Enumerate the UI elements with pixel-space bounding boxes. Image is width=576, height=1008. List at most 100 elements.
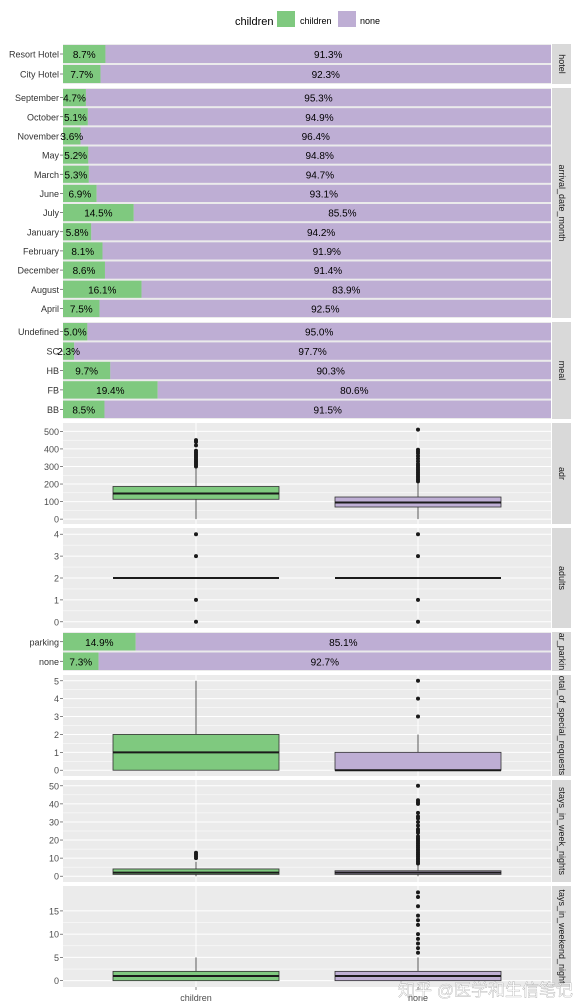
y-tick-label: 15: [49, 906, 59, 916]
legend-label-none: none: [360, 16, 380, 26]
outlier-point: [416, 532, 420, 537]
bar-none: [104, 400, 551, 418]
panel-background: [63, 88, 551, 318]
facet-strip-label: otal_of_special_requests: [557, 676, 567, 776]
legend-title: children: [235, 16, 274, 28]
bar-none: [87, 108, 551, 126]
bar-children: [63, 223, 92, 241]
bar-label-none: 93.1%: [310, 189, 338, 200]
y-tick-label: 0: [54, 617, 59, 627]
bar-children: [63, 184, 97, 202]
facet-strip-label: arrival_date_month: [557, 164, 567, 241]
outlier-point: [416, 823, 420, 828]
panel-ar-parkin: ar_parkin 14.9% 85.1% parking 7.3% 92.7% none: [29, 632, 571, 671]
bar-label-children: 9.7%: [75, 367, 98, 378]
bar-none: [98, 652, 552, 670]
bar-label-none: 94.8%: [306, 151, 334, 162]
y-tick-label: 200: [44, 480, 59, 490]
y-tick-label: 4: [54, 694, 59, 704]
bar-label-children: 4.7%: [63, 94, 86, 105]
bar-children: [63, 323, 88, 341]
outlier-point: [416, 819, 420, 824]
y-tick-label: December: [17, 266, 59, 276]
facet-panels: hotel 8.7% 91.3% Resort Hotel 7.7% 92.3% City …: [9, 44, 571, 987]
facet-strip: [552, 423, 571, 524]
bar-label-none: 92.3%: [312, 70, 340, 81]
outlier-point: [194, 448, 198, 453]
bar-label-none: 90.3%: [316, 367, 344, 378]
bar-label-children: 7.5%: [70, 304, 93, 315]
panel-adr: adr 0 100 200 300 400 500: [44, 423, 571, 525]
panel-meal: meal 5.0% 95.0% Undefined 2.3% 97.7% SC 9.7% 90.…: [18, 322, 571, 419]
y-tick-label: 10: [49, 854, 59, 864]
bar-children: [63, 108, 88, 126]
watermark: 知乎 @医学和生信笔记: [398, 981, 573, 1000]
bar-label-children: 5.2%: [64, 151, 87, 162]
x-tick-label-none: none: [408, 993, 428, 1003]
outlier-point: [194, 850, 198, 855]
y-tick-label: 5: [54, 953, 59, 963]
bar-label-none: 96.4%: [302, 132, 330, 143]
legend-key-none: [338, 11, 356, 27]
y-tick-label: March: [34, 170, 59, 180]
bar-none: [85, 89, 551, 107]
bar-children: [63, 45, 106, 63]
bar-children: [63, 65, 101, 83]
bar-children: [63, 361, 111, 380]
y-tick-label: FB: [47, 385, 59, 395]
bar-label-children: 8.7%: [73, 50, 96, 61]
bar-label-none: 97.7%: [298, 347, 326, 358]
bar-label-none: 94.9%: [305, 113, 333, 124]
bar-label-none: 95.0%: [305, 328, 333, 339]
bar-none: [96, 184, 551, 202]
y-tick-label: April: [41, 304, 59, 314]
y-tick-label: August: [31, 285, 60, 295]
facet-strip-label: hotel: [557, 54, 567, 74]
bar-label-children: 6.9%: [68, 189, 91, 200]
outlier-point: [416, 597, 420, 602]
legend-label-children: children: [300, 16, 332, 26]
outlier-point: [416, 941, 420, 946]
bar-label-none: 95.3%: [304, 94, 332, 105]
y-tick-label: 3: [54, 552, 59, 562]
panel-otal-of-special-requests: otal_of_special_requests 0 1 2 3 4 5: [54, 675, 571, 776]
bar-none: [80, 127, 552, 145]
outlier-point: [416, 427, 420, 432]
bar-none: [88, 146, 551, 164]
facet-strip: [552, 632, 571, 671]
bar-none: [133, 204, 551, 222]
outlier-point: [416, 834, 420, 839]
y-tick-label: BB: [47, 405, 59, 415]
bar-children: [63, 165, 89, 183]
outlier-point: [416, 827, 420, 832]
bar-label-children: 16.1%: [88, 285, 116, 296]
y-tick-label: HB: [46, 366, 59, 376]
bar-none: [99, 299, 551, 317]
bar-label-none: 91.4%: [314, 266, 342, 277]
outlier-point: [416, 554, 420, 559]
y-tick-label: February: [23, 246, 60, 256]
y-tick-label: 2: [54, 574, 59, 584]
y-tick-label: 3: [54, 712, 59, 722]
outlier-point: [416, 918, 420, 923]
panel-background: [63, 423, 551, 524]
bar-children: [63, 280, 142, 298]
y-tick-label: parking: [29, 637, 59, 647]
panel-hotel: hotel 8.7% 91.3% Resort Hotel 7.7% 92.3% City …: [9, 44, 571, 84]
y-tick-label: 0: [54, 766, 59, 776]
bar-label-children: 3.6%: [60, 132, 83, 143]
panel-background: [63, 886, 551, 987]
x-axis: children none: [180, 987, 428, 1003]
bar-none: [104, 261, 551, 279]
bar-label-none: 85.1%: [329, 638, 357, 649]
bar-none: [157, 381, 551, 399]
outlier-point: [194, 554, 198, 559]
bar-none: [74, 342, 551, 360]
outlier-point: [416, 894, 420, 899]
y-tick-label: October: [27, 112, 59, 122]
bar-label-none: 94.2%: [307, 228, 335, 239]
bar-label-children: 8.5%: [72, 405, 95, 416]
outlier-point: [416, 814, 420, 819]
outlier-point: [416, 783, 420, 788]
bar-label-children: 8.1%: [71, 247, 94, 258]
